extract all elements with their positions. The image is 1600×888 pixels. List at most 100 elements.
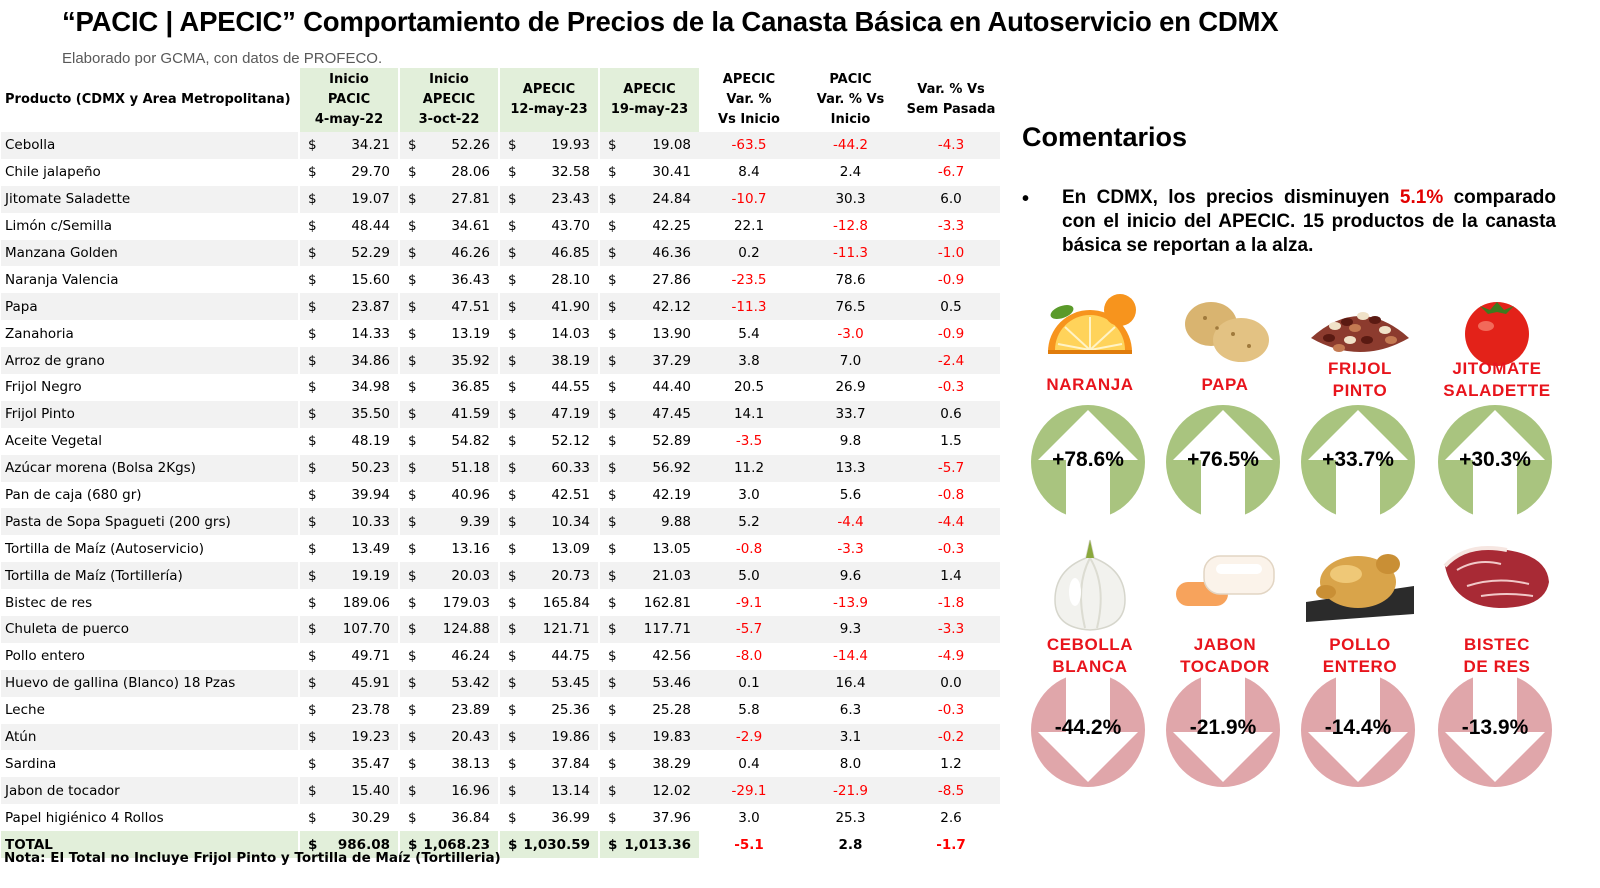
variation-cell: -0.2 [902, 723, 1000, 751]
product-name: Manzana Golden [1, 239, 299, 267]
price-cell: $36.99 [498, 804, 599, 832]
variation-cell: -63.5 [699, 132, 799, 159]
price-cell: $34.61 [398, 212, 499, 240]
variation-cell: 0.2 [699, 239, 799, 267]
variation-cell: 3.1 [799, 723, 902, 751]
price-cell: $28.10 [498, 266, 599, 294]
variation-cell: -3.3 [902, 616, 1000, 643]
variation-cell: -21.9 [799, 777, 902, 805]
price-cell: $16.96 [398, 777, 499, 805]
chicken-icon [1300, 536, 1420, 631]
price-cell: $30.29 [298, 804, 399, 832]
price-cell: $52.89 [598, 427, 699, 455]
variation-cell: 1.5 [902, 427, 1000, 455]
price-cell: $49.71 [298, 642, 399, 670]
price-cell: $19.86 [498, 723, 599, 751]
total-label: TOTAL [1, 831, 299, 859]
price-cell: $9.88 [598, 508, 699, 536]
table-row: Tortilla de Maíz (Tortillería) $19.19 $20.… [1, 562, 1000, 590]
page-title: “PACIC | APECIC” Comportamiento de Preci… [62, 6, 1279, 37]
price-cell: $13.49 [298, 535, 399, 563]
variation-cell: -5.7 [699, 616, 799, 643]
price-cell: $41.90 [498, 293, 599, 321]
product-name: Jabon de tocador [1, 777, 299, 805]
price-cell: $189.06 [298, 589, 399, 617]
variation-cell: -0.3 [902, 696, 1000, 724]
variation-cell: 14.1 [699, 400, 799, 428]
variation-cell: 30.3 [799, 185, 902, 213]
variation-cell: 33.7 [799, 400, 902, 428]
product-label: NARANJA [1046, 375, 1134, 394]
price-cell: $13.05 [598, 535, 699, 563]
down-arrow-icon [1301, 672, 1415, 787]
variation-cell: 5.2 [699, 508, 799, 536]
price-cell: $56.92 [598, 454, 699, 482]
table-row: Frijol Negro $34.98 $36.85 $44.55 $44.40 20.5… [1, 374, 1000, 401]
variation-cell: 5.8 [699, 696, 799, 724]
price-cell: $27.86 [598, 266, 699, 294]
price-cell: $38.13 [398, 750, 499, 778]
variation-cell: 5.4 [699, 320, 799, 348]
price-cell: $15.40 [298, 777, 399, 805]
table-row: Pollo entero $49.71 $46.24 $44.75 $42.56 -8.0… [1, 642, 1000, 670]
table-row: Papa $23.87 $47.51 $41.90 $42.12 -11.3 76.5 0.5 [1, 293, 1000, 321]
product-name: Zanahoria [1, 320, 299, 348]
product-name: Papa [1, 293, 299, 321]
product-name: Pollo entero [1, 642, 299, 670]
variation-cell: -8.5 [902, 777, 1000, 805]
total-price-cell: $1,013.36 [598, 831, 699, 859]
page-subtitle: Elaborado por GCMA, con datos de PROFECO… [62, 50, 383, 67]
variation-cell: 25.3 [799, 804, 902, 832]
price-cell: $47.51 [398, 293, 499, 321]
price-cell: $25.36 [498, 696, 599, 724]
variation-cell: 11.2 [699, 454, 799, 482]
price-cell: $52.26 [398, 132, 499, 159]
variation-cell: 7.0 [799, 347, 902, 375]
price-cell: $10.33 [298, 508, 399, 536]
variation-cell: 0.6 [902, 400, 1000, 428]
variation-cell: 0.4 [699, 750, 799, 778]
price-cell: $60.33 [498, 454, 599, 482]
variation-cell: 5.0 [699, 562, 799, 590]
price-cell: $19.08 [598, 132, 699, 159]
price-cell: $34.98 [298, 374, 399, 401]
orange-icon [1040, 290, 1140, 375]
price-cell: $23.89 [398, 696, 499, 724]
price-cell: $13.09 [498, 535, 599, 563]
comments-paragraph: En CDMX, los precios disminuyen 5.1% com… [1062, 187, 1556, 256]
variation-cell: 6.0 [902, 185, 1000, 213]
variation-cell: 8.4 [699, 158, 799, 186]
variation-cell: -0.9 [902, 266, 1000, 294]
price-cell: $42.51 [498, 481, 599, 509]
product-name: Pasta de Sopa Spagueti (200 grs) [1, 508, 299, 536]
variation-cell: -4.3 [902, 132, 1000, 159]
variation-cell: -0.3 [902, 374, 1000, 401]
percent-change-value: -14.4% [1324, 716, 1392, 739]
price-cell: $19.83 [598, 723, 699, 751]
percent-change-value: +33.7% [1322, 448, 1394, 471]
price-cell: $52.29 [298, 239, 399, 267]
variation-cell: -13.9 [799, 589, 902, 617]
table-row: Frijol Pinto $35.50 $41.59 $47.19 $47.45 14.1… [1, 400, 1000, 428]
variation-cell: 76.5 [799, 293, 902, 321]
price-cell: $19.23 [298, 723, 399, 751]
variation-cell: -11.3 [799, 239, 902, 267]
variation-cell: -4.9 [902, 642, 1000, 670]
header-inicio-pacic: Inicio PACIC 4-may-22 [298, 68, 399, 132]
variation-cell: 2.6 [902, 804, 1000, 832]
table-row: Jitomate Saladette $19.07 $27.81 $23.43 $24.… [1, 185, 1000, 213]
up-arrow-icon [1438, 405, 1552, 520]
variation-cell: 20.5 [699, 374, 799, 401]
percent-change-value: +76.5% [1187, 448, 1259, 471]
price-cell: $35.92 [398, 347, 499, 375]
table-row: Cebolla $34.21 $52.26 $19.93 $19.08 -63.5 -44.… [1, 132, 1000, 159]
percent-change-value: -13.9% [1461, 716, 1529, 739]
table-row: Huevo de gallina (Blanco) 18 Pzas $45.91 $… [1, 669, 1000, 697]
product-name: Limón c/Semilla [1, 212, 299, 240]
highlight-percent: 5.1% [1399, 187, 1444, 208]
price-cell: $15.60 [298, 266, 399, 294]
price-cell: $46.85 [498, 239, 599, 267]
table-row: Azúcar morena (Bolsa 2Kgs) $50.23 $51.18 $6… [1, 454, 1000, 482]
table-row: Limón c/Semilla $48.44 $34.61 $43.70 $42.25 2… [1, 212, 1000, 240]
table-header-row: Producto (CDMX y Area Metropolitana) Ini… [1, 68, 1000, 132]
